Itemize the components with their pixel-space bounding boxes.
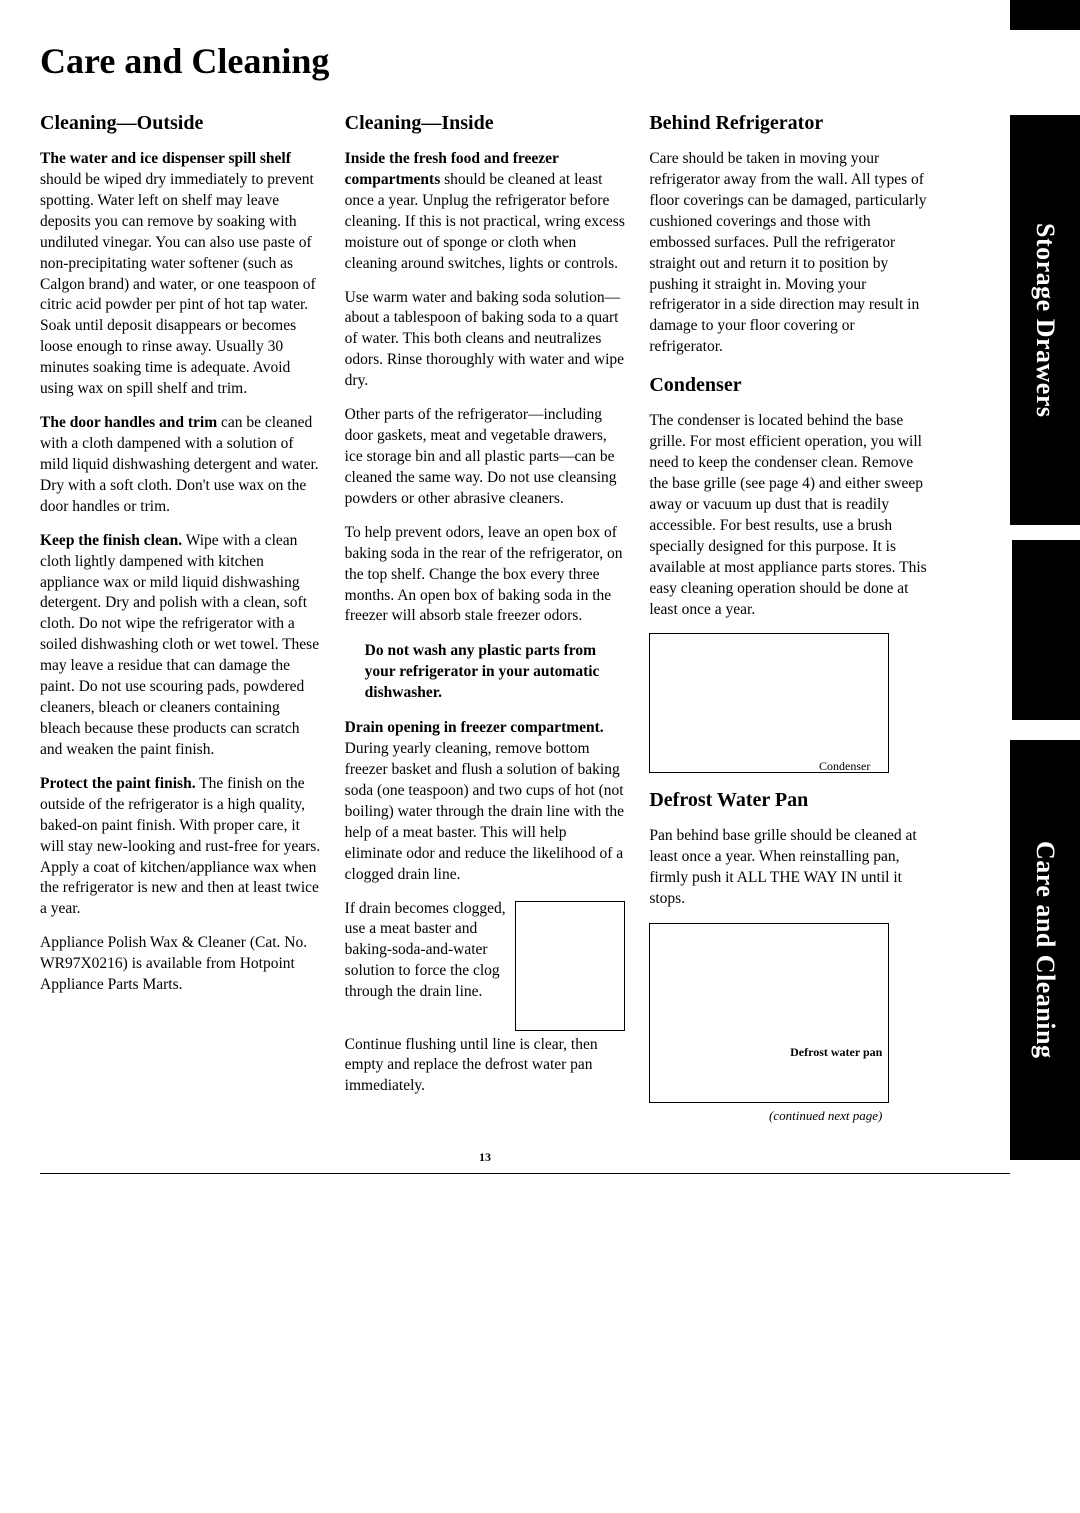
text-drain: During yearly cleaning, remove bottom fr… (345, 740, 624, 883)
para-defrost: Pan behind base grille should be cleaned… (649, 826, 930, 910)
heading-outside: Cleaning—Outside (40, 110, 321, 137)
para-moving: Care should be taken in moving your refr… (649, 149, 930, 358)
para-finish-clean: Keep the finish clean. Wipe with a clean… (40, 531, 321, 761)
para-odors: To help prevent odors, leave an open box… (345, 523, 626, 628)
defrost-label: Defrost water pan (790, 1044, 882, 1060)
text-finish-clean: Wipe with a clean cloth lightly dampened… (40, 532, 319, 758)
column-behind: Behind Refrigerator Care should be taken… (649, 110, 930, 1110)
column-layout: Cleaning—Outside The water and ice dispe… (40, 110, 930, 1110)
condenser-figure: Condenser (649, 633, 889, 773)
column-inside: Cleaning—Inside Inside the fresh food an… (345, 110, 626, 1110)
page-content: Care and Cleaning Cleaning—Outside The w… (0, 0, 980, 1204)
para-polish: Appliance Polish Wax & Cleaner (Cat. No.… (40, 933, 321, 996)
column-outside: Cleaning—Outside The water and ice dispe… (40, 110, 321, 1110)
text-protect: The finish on the outside of the refrige… (40, 775, 320, 918)
heading-behind: Behind Refrigerator (649, 110, 930, 137)
drain-figure (515, 901, 625, 1031)
heading-inside: Cleaning—Inside (345, 110, 626, 137)
para-dispenser: The water and ice dispenser spill shelf … (40, 149, 321, 400)
bottom-rule (40, 1173, 1010, 1174)
lead-drain: Drain opening in freezer compartment. (345, 719, 604, 736)
para-other-parts: Other parts of the refrigerator—includin… (345, 405, 626, 510)
heading-defrost: Defrost Water Pan (649, 787, 930, 814)
para-protect: Protect the paint finish. The finish on … (40, 774, 321, 920)
continued-note: (continued next page) (769, 1107, 882, 1125)
heading-condenser: Condenser (649, 372, 930, 399)
lead-protect: Protect the paint finish. (40, 775, 196, 792)
condenser-label: Condenser (819, 758, 870, 774)
lead-finish-clean: Keep the finish clean. (40, 532, 182, 549)
drain-wrap: If drain becomes clogged, use a meat bas… (345, 899, 626, 1035)
lead-dispenser: The water and ice dispenser spill shelf (40, 150, 291, 167)
para-drain: Drain opening in freezer compartment. Du… (345, 718, 626, 885)
para-compartments: Inside the fresh food and freezer compar… (345, 149, 626, 275)
tab-marker-top (1010, 0, 1080, 30)
para-handles: The door handles and trim can be cleaned… (40, 413, 321, 518)
page-number: 13 (40, 1150, 930, 1165)
tab-care-cleaning: Care and Cleaning (1010, 740, 1080, 1160)
page-title: Care and Cleaning (40, 40, 930, 82)
tab-spacer (1012, 540, 1080, 720)
para-baking-soda: Use warm water and baking soda solution—… (345, 288, 626, 393)
para-condenser: The condenser is located behind the base… (649, 411, 930, 620)
para-flush: Continue flushing until line is clear, t… (345, 1035, 626, 1098)
defrost-figure: Defrost water pan (continued next page) (649, 923, 889, 1103)
lead-handles: The door handles and trim (40, 414, 217, 431)
tab-storage-drawers: Storage Drawers (1010, 115, 1080, 525)
callout-dishwasher: Do not wash any plastic parts from your … (365, 641, 626, 704)
side-tabs: Storage Drawers Care and Cleaning (1010, 0, 1080, 1513)
text-dispenser: should be wiped dry immediately to preve… (40, 171, 316, 397)
